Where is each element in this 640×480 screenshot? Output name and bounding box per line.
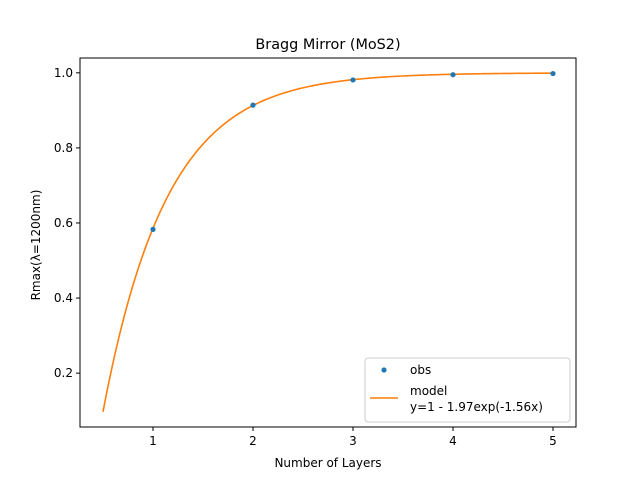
model-curve <box>102 72 554 412</box>
x-tick-label: 1 <box>149 434 157 448</box>
y-tick-label: 0.8 <box>54 141 73 155</box>
x-axis-label: Number of Layers <box>274 456 381 470</box>
plot-area <box>79 57 577 428</box>
chart-title: Bragg Mirror (MoS2) <box>255 37 400 53</box>
x-axis: 1 2 3 4 5 <box>149 427 557 448</box>
legend-model-equation: y=1 - 1.97exp(-1.56x) <box>410 400 543 414</box>
obs-point <box>150 226 156 232</box>
legend-obs-label: obs <box>410 363 431 377</box>
x-tick-label: 4 <box>449 434 457 448</box>
legend-obs-marker <box>381 367 387 373</box>
y-axis: 0.2 0.4 0.6 0.8 1.0 <box>54 66 80 380</box>
y-tick-label: 1.0 <box>54 66 73 80</box>
legend-frame <box>364 357 571 423</box>
obs-point <box>450 72 456 78</box>
obs-point <box>250 102 256 108</box>
legend-model-label: model <box>410 384 447 398</box>
obs-point <box>350 77 356 83</box>
y-axis-label: Rmax(λ=1200nm) <box>29 190 43 301</box>
x-tick-label: 2 <box>249 434 257 448</box>
axes-frame <box>79 57 577 428</box>
y-tick-label: 0.6 <box>54 216 73 230</box>
obs-point <box>550 70 556 77</box>
x-tick-label: 3 <box>349 434 357 448</box>
legend: obs model y=1 - 1.97exp(-1.56x) <box>364 357 571 423</box>
x-tick-label: 5 <box>549 434 557 448</box>
y-tick-label: 0.4 <box>54 291 73 305</box>
y-tick-label: 0.2 <box>54 366 73 380</box>
